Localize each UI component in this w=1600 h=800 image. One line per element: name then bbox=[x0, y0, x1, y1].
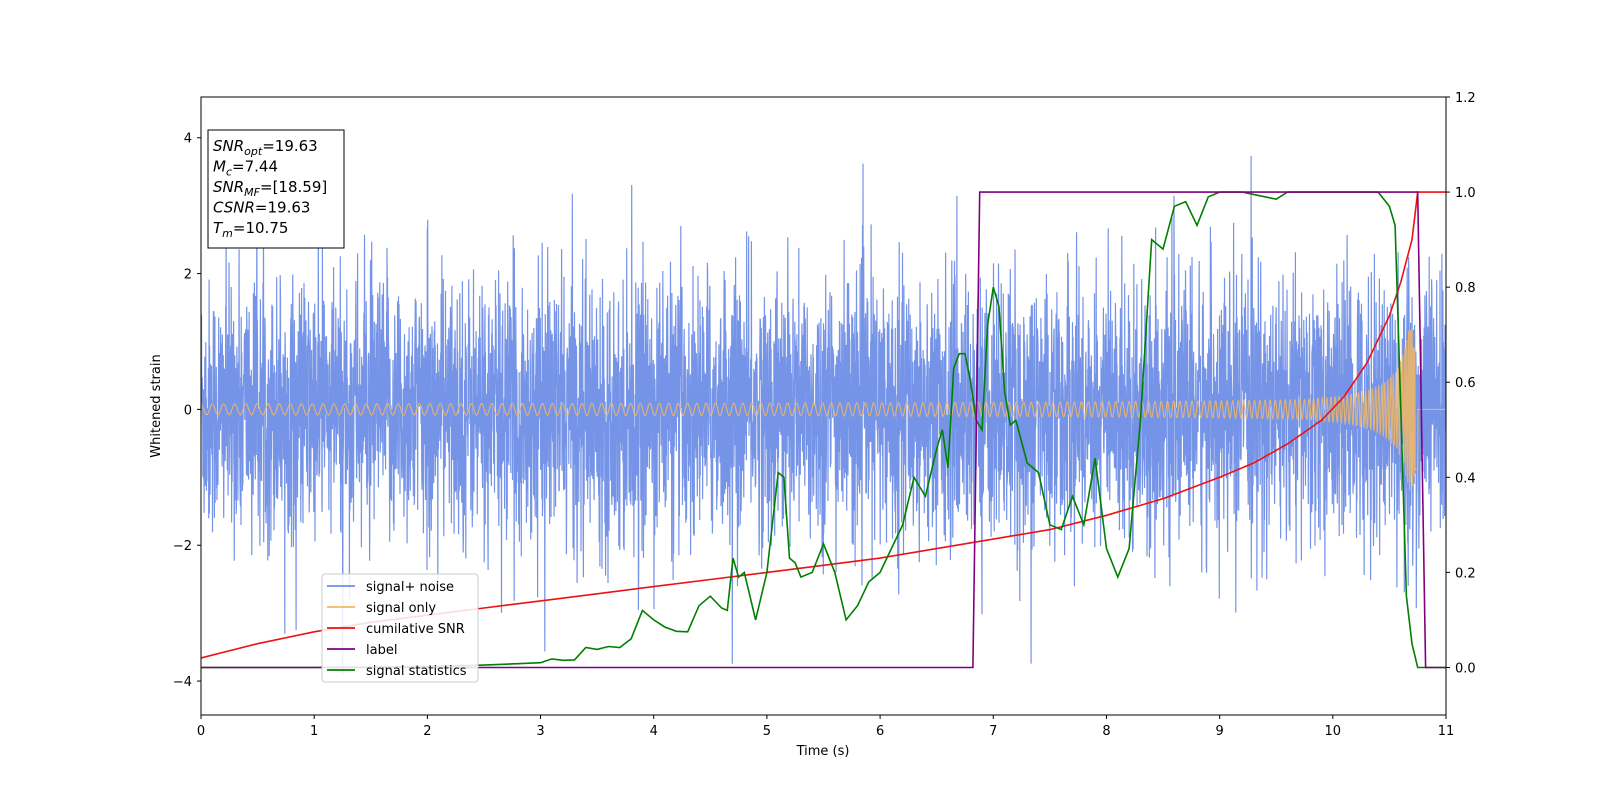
y-tick-label: 4 bbox=[184, 132, 192, 147]
x-tick-label: 6 bbox=[876, 724, 884, 739]
x-tick-label: 4 bbox=[650, 724, 658, 739]
annotation-line: SNRopt=19.63 bbox=[213, 137, 318, 158]
y2-tick-label: 0.6 bbox=[1455, 376, 1476, 391]
y-tick-label: 0 bbox=[184, 403, 192, 418]
y-axis-label: Whitened strain bbox=[149, 354, 164, 457]
series-signal-only-line bbox=[201, 328, 1446, 491]
annotation-box: SNRopt=19.63Mc=7.44SNRMF=[18.59]CSNR=19.… bbox=[207, 129, 345, 249]
series-label-line bbox=[201, 191, 1446, 669]
x-tick-label: 2 bbox=[423, 724, 431, 739]
x-tick-label: 11 bbox=[1438, 724, 1455, 739]
annotation-line: Mc=7.44 bbox=[213, 158, 278, 179]
x-tick-label: 5 bbox=[763, 724, 771, 739]
legend-label: label bbox=[366, 643, 397, 658]
y2-tick-label: 1.0 bbox=[1455, 186, 1476, 201]
y2-tick-label: 0.2 bbox=[1455, 566, 1476, 581]
ticks-layer: 0 1 2 3 4 5 6 7 8 9 10 11 4 2 0 −2 −4 1.2 1.0 0.8 0.6 0.4 0.2 0… bbox=[173, 91, 1476, 739]
annotation-line: Tm=10.75 bbox=[213, 219, 288, 240]
x-axis-label: Time (s) bbox=[796, 744, 850, 759]
x-tick-label: 1 bbox=[310, 724, 318, 739]
series-signal-noise-line bbox=[201, 155, 1446, 675]
x-tick-label: 9 bbox=[1215, 724, 1223, 739]
x-tick-label: 7 bbox=[989, 724, 997, 739]
x-tick-label: 3 bbox=[536, 724, 544, 739]
plot-frame bbox=[200, 96, 1447, 716]
legend-frame bbox=[321, 573, 479, 683]
y-tick-label: −2 bbox=[173, 539, 192, 554]
annotation-line: SNRMF=[18.59] bbox=[213, 178, 327, 199]
y2-tick-label: 0.8 bbox=[1455, 281, 1476, 296]
legend: signal+ noise signal only cumilative SNR la… bbox=[321, 573, 479, 683]
y2-tick-label: 0.4 bbox=[1455, 471, 1476, 486]
legend-label: signal statistics bbox=[366, 664, 467, 679]
y2-tick-label: 0.0 bbox=[1455, 661, 1476, 676]
x-tick-label: 10 bbox=[1325, 724, 1342, 739]
y-tick-label: 2 bbox=[184, 268, 192, 283]
annotation-frame bbox=[207, 129, 345, 249]
annotation-line: CSNR=19.63 bbox=[213, 199, 310, 217]
legend-label: signal only bbox=[366, 601, 436, 616]
legend-label: cumilative SNR bbox=[366, 622, 465, 637]
x-tick-label: 0 bbox=[197, 724, 205, 739]
y2-tick-label: 1.2 bbox=[1455, 91, 1476, 106]
x-tick-label: 8 bbox=[1102, 724, 1110, 739]
y-tick-label: −4 bbox=[173, 675, 192, 690]
legend-label: signal+ noise bbox=[366, 580, 454, 595]
